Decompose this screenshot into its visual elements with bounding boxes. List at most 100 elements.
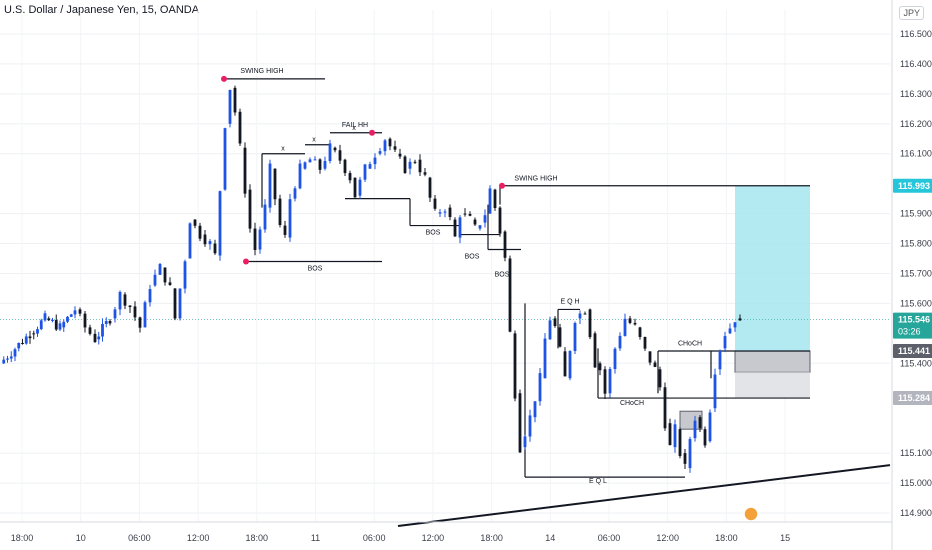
annotation-label: BOS bbox=[495, 271, 510, 278]
annotation-label: BOS bbox=[465, 254, 480, 261]
candle-body bbox=[668, 423, 672, 446]
time-tick-label: 06:00 bbox=[363, 533, 386, 543]
candle-body bbox=[273, 168, 277, 200]
candle-body bbox=[36, 329, 39, 334]
candle-body bbox=[248, 189, 252, 229]
candle-body bbox=[523, 436, 527, 448]
candle-body bbox=[228, 89, 232, 124]
price-tick-label: 115.600 bbox=[900, 298, 932, 308]
candle-body bbox=[323, 161, 327, 169]
candle-body bbox=[688, 439, 692, 469]
candle-body bbox=[138, 317, 142, 328]
candle-body bbox=[253, 228, 257, 250]
time-tick-label: 14 bbox=[545, 533, 555, 543]
candle-body bbox=[503, 231, 507, 258]
currency-badge[interactable]: JPY bbox=[899, 6, 924, 20]
economic-event-icon[interactable] bbox=[743, 506, 759, 522]
time-tick-label: 18:00 bbox=[715, 533, 738, 543]
price-tick-label: 115.900 bbox=[900, 209, 932, 219]
candle-body bbox=[613, 348, 617, 369]
candle-body bbox=[623, 318, 627, 336]
candle-body bbox=[288, 199, 292, 238]
candle-body bbox=[468, 213, 472, 216]
candle-body bbox=[403, 156, 407, 174]
candle-body bbox=[588, 309, 592, 338]
candle-body bbox=[233, 87, 237, 113]
time-tick-label: 15 bbox=[780, 533, 790, 543]
candle-body bbox=[733, 322, 737, 328]
candle-body bbox=[723, 336, 727, 349]
candle-body bbox=[538, 373, 542, 402]
price-tag-box bbox=[893, 391, 932, 406]
swing-point bbox=[243, 258, 249, 265]
candle-body bbox=[338, 150, 342, 161]
candle-body bbox=[293, 188, 297, 199]
price-tick-label: 114.900 bbox=[900, 508, 932, 518]
candle-body bbox=[62, 321, 66, 328]
target-zone bbox=[735, 185, 810, 352]
price-tick-label: 115.100 bbox=[900, 448, 932, 458]
candle-body bbox=[708, 412, 712, 442]
candle-body bbox=[618, 335, 622, 349]
candle-body bbox=[568, 351, 572, 379]
candle-body bbox=[408, 161, 412, 169]
candle-body bbox=[278, 198, 282, 226]
price-tag-box bbox=[893, 312, 932, 339]
time-tick-label: 12:00 bbox=[187, 533, 210, 543]
price-tick-label: 116.400 bbox=[900, 59, 932, 69]
candle-body bbox=[478, 225, 482, 229]
candle-body bbox=[358, 179, 362, 196]
candle-body bbox=[678, 429, 682, 456]
candle-body bbox=[378, 151, 382, 154]
candle-body bbox=[47, 318, 51, 321]
candle-body bbox=[268, 163, 272, 208]
candle-body bbox=[728, 328, 732, 334]
time-tick-label: 12:00 bbox=[422, 533, 445, 543]
x-mark-label: x bbox=[352, 125, 356, 132]
candle-body bbox=[373, 157, 377, 165]
candle-body bbox=[493, 189, 497, 209]
candle-body bbox=[553, 318, 557, 327]
candle-body bbox=[498, 207, 502, 234]
candle-body bbox=[698, 417, 702, 429]
swing-point bbox=[499, 182, 505, 189]
candle-body bbox=[243, 147, 247, 194]
candle-body bbox=[718, 350, 722, 370]
annotation-labels: SWING HIGH FAIL HH SWING HIGH BOS BOS BOS BOS E… bbox=[240, 68, 759, 522]
candle-body bbox=[398, 153, 402, 157]
time-tick-label: 18:00 bbox=[11, 533, 34, 543]
swing-point bbox=[369, 129, 375, 136]
candle-body bbox=[343, 159, 347, 174]
candle-body bbox=[483, 215, 487, 223]
candle-body bbox=[518, 393, 522, 453]
candle-body bbox=[58, 323, 62, 330]
candle-body bbox=[543, 338, 547, 379]
candle-body bbox=[43, 313, 47, 321]
time-tick-label: 06:00 bbox=[598, 533, 621, 543]
candle-body bbox=[648, 351, 652, 363]
annotation-label: SWING HIGH bbox=[514, 176, 557, 183]
price-tag-label: 115.441 bbox=[898, 346, 930, 356]
candle-body bbox=[54, 320, 58, 330]
candle-body bbox=[673, 424, 677, 448]
candle-body bbox=[153, 274, 157, 286]
candle-body bbox=[24, 336, 28, 344]
candle-body bbox=[238, 111, 242, 144]
annotation-label: CHoCH bbox=[678, 340, 702, 347]
candle-body bbox=[163, 267, 167, 283]
annotation-label: FAIL HH bbox=[342, 122, 368, 129]
candle-body bbox=[158, 264, 162, 275]
candle-body bbox=[143, 302, 147, 328]
candle-body bbox=[528, 415, 532, 437]
annotation-label: BOS bbox=[308, 265, 323, 272]
candle-body bbox=[383, 140, 387, 152]
candle-body bbox=[488, 188, 492, 214]
candle-body bbox=[93, 333, 97, 343]
candle-body bbox=[128, 305, 132, 308]
candle-body bbox=[513, 333, 517, 399]
swing-point bbox=[221, 75, 227, 82]
candle-body bbox=[263, 204, 267, 230]
candle-body bbox=[168, 282, 172, 285]
annotation-label: BOS bbox=[426, 230, 441, 237]
